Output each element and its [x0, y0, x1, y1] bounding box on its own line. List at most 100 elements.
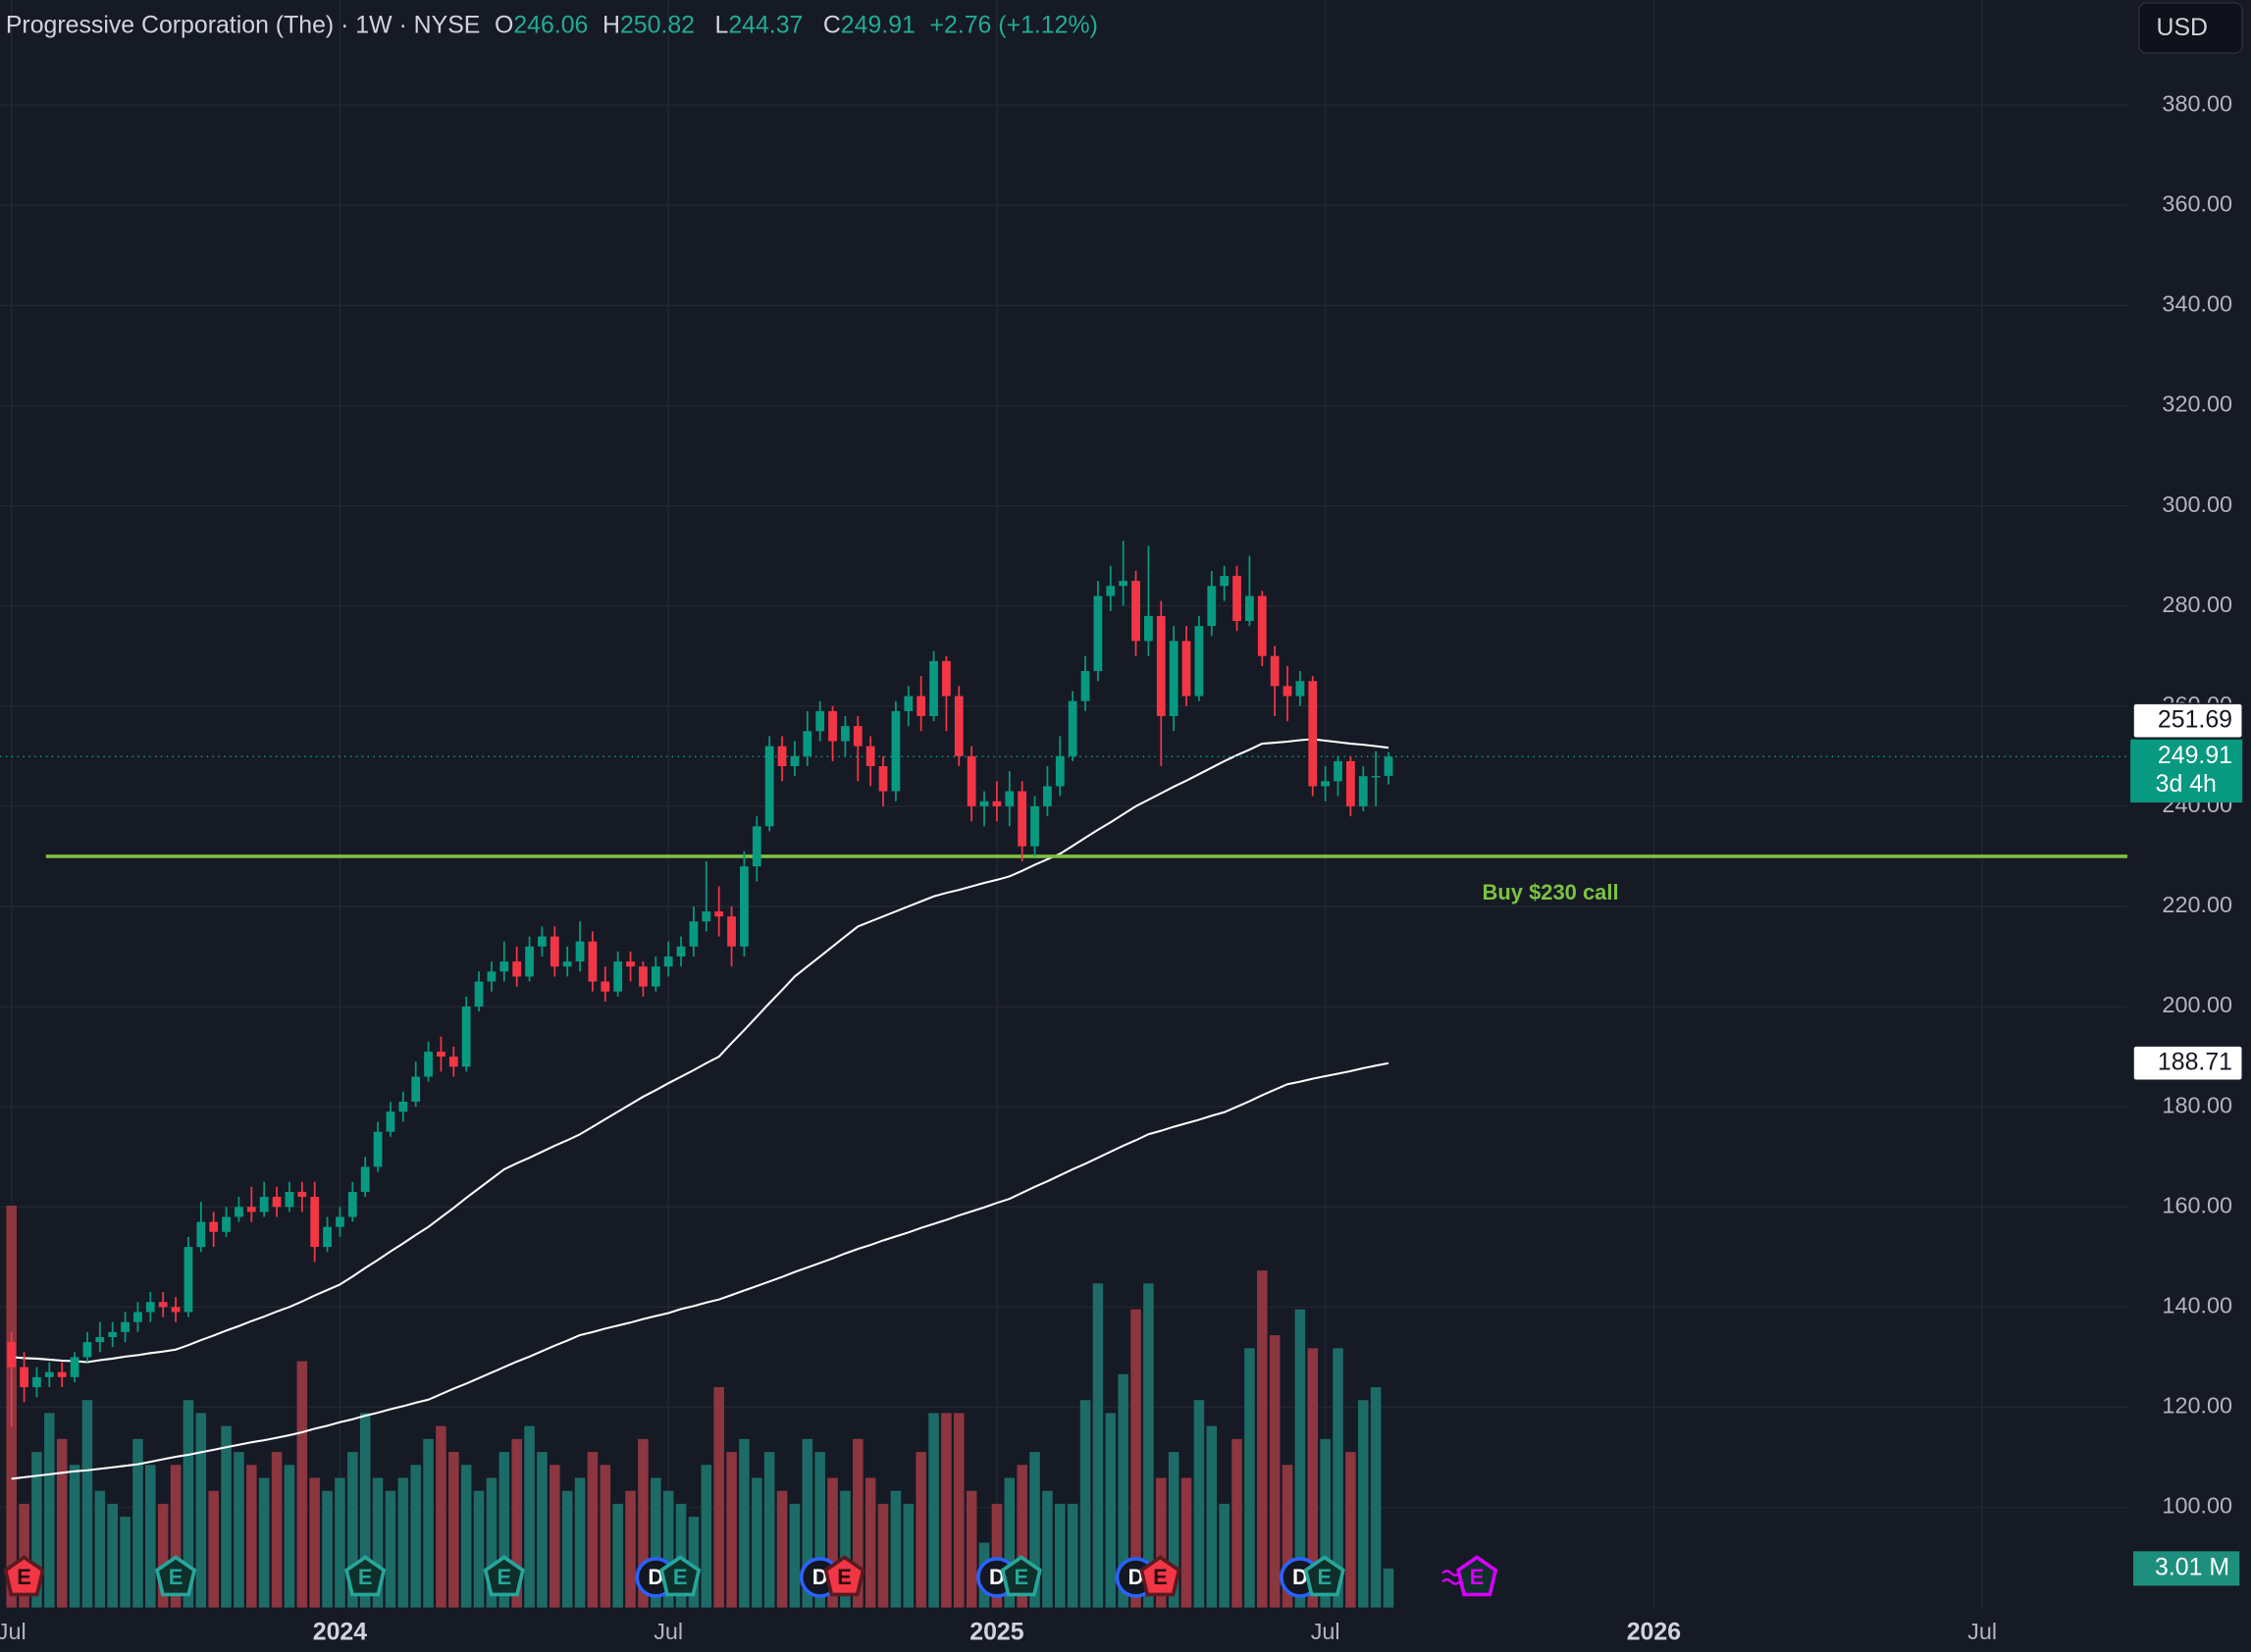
candle-body [360, 1166, 370, 1192]
y-tick-label: 340.00 [2162, 291, 2232, 317]
moving-average-line [11, 738, 1389, 1364]
volume-bar [258, 1477, 270, 1608]
candle-body [1245, 595, 1254, 621]
event-marker[interactable] [483, 1555, 525, 1597]
volume-bar [486, 1477, 497, 1608]
candle-body [1346, 760, 1355, 806]
last-price-tag [2130, 739, 2243, 803]
event-letter[interactable]: E [1470, 1565, 1485, 1589]
event-marker[interactable] [344, 1555, 387, 1597]
candle-body [386, 1111, 395, 1132]
event-letter[interactable]: E [673, 1565, 688, 1589]
volume-bar [1143, 1283, 1154, 1608]
candle-body [487, 971, 497, 982]
volume-bar [335, 1477, 345, 1608]
volume-bar [1206, 1425, 1218, 1608]
event-letter[interactable]: E [1014, 1565, 1028, 1589]
volume-layer [6, 1205, 1394, 1608]
candle-body [992, 800, 1002, 806]
y-tick-label: 220.00 [2162, 892, 2232, 917]
volume-bar [763, 1452, 775, 1608]
candle-body [398, 1102, 408, 1112]
volume-bar [1092, 1283, 1104, 1608]
candle-body [803, 731, 812, 756]
volume-bar [574, 1477, 586, 1608]
ma-price-label: 188.71 [2158, 1048, 2232, 1075]
event-marker[interactable] [154, 1555, 197, 1597]
candle-body [222, 1216, 231, 1232]
event-marker[interactable] [1456, 1555, 1498, 1597]
event-marker[interactable] [659, 1555, 702, 1597]
x-tick-label: 2025 [969, 1619, 1023, 1646]
event-letter[interactable]: D [1292, 1565, 1308, 1589]
volume-bar [853, 1438, 864, 1608]
volume-bar [561, 1490, 573, 1608]
change-value: +2.76 (+1.12%) [929, 11, 1097, 38]
candle-body [954, 696, 964, 756]
volume-bar [183, 1400, 194, 1608]
event-letter[interactable]: D [1128, 1565, 1144, 1589]
y-tick-label: 300.00 [2162, 491, 2232, 517]
volume-bar [385, 1490, 396, 1608]
volume-bar [271, 1452, 283, 1608]
candle-body [538, 936, 547, 947]
volume-bar [498, 1452, 510, 1608]
volume-bar [448, 1452, 459, 1608]
event-letter[interactable]: D [812, 1565, 828, 1589]
candle-body [259, 1197, 269, 1213]
event-letter[interactable]: D [648, 1565, 663, 1589]
volume-bar [511, 1438, 522, 1608]
event-letter[interactable]: E [497, 1565, 511, 1589]
candle-body [967, 755, 976, 806]
volume-bar [802, 1438, 813, 1608]
candle-body [853, 726, 863, 747]
event-letter[interactable]: E [1317, 1565, 1332, 1589]
candle-body [562, 961, 572, 967]
volume-bar [1055, 1503, 1066, 1608]
ma-layer [11, 738, 1389, 1480]
volume-bar [864, 1477, 876, 1608]
event-marker[interactable] [1000, 1555, 1042, 1597]
last-price-label: 249.91 [2158, 742, 2232, 769]
candle-body [651, 966, 660, 987]
candle-body [32, 1376, 41, 1388]
volume-bar [1067, 1503, 1078, 1608]
volume-bar [991, 1503, 1003, 1608]
candle-body [929, 660, 938, 716]
candle-body [1030, 805, 1039, 847]
candle-body [235, 1207, 243, 1217]
open-label: O [495, 11, 513, 38]
event-letter[interactable]: E [358, 1565, 373, 1589]
volume-bar [1156, 1477, 1167, 1608]
volume-bar [600, 1465, 611, 1608]
candle-body [714, 911, 724, 917]
event-letter[interactable]: E [169, 1565, 183, 1589]
candle-body [1283, 686, 1292, 697]
candle-body [196, 1221, 206, 1248]
event-letter[interactable]: D [989, 1565, 1005, 1589]
candle-body [1384, 756, 1393, 776]
volume-bar [840, 1490, 851, 1608]
candle-body [347, 1191, 357, 1217]
event-letter[interactable]: E [837, 1565, 852, 1589]
event-marker[interactable] [1139, 1555, 1181, 1597]
candle-body [44, 1371, 54, 1377]
candle-body [512, 961, 522, 977]
candle-body [1308, 681, 1318, 787]
event-letter[interactable]: E [17, 1565, 31, 1589]
volume-bar [81, 1400, 93, 1608]
close-value: 249.91 [841, 11, 916, 38]
currency-label[interactable]: USD [2157, 14, 2208, 41]
event-letter[interactable]: E [1153, 1565, 1168, 1589]
event-marker[interactable] [3, 1555, 45, 1597]
volume-bar [1042, 1490, 1053, 1608]
volume-bar [221, 1425, 232, 1608]
event-marker[interactable] [1303, 1555, 1345, 1597]
volume-bar [1370, 1386, 1382, 1608]
low-label: L [715, 11, 729, 38]
volume-bar [612, 1503, 623, 1608]
currency-button[interactable] [2138, 2, 2243, 54]
volume-bar [120, 1517, 131, 1608]
event-marker[interactable] [823, 1555, 865, 1597]
